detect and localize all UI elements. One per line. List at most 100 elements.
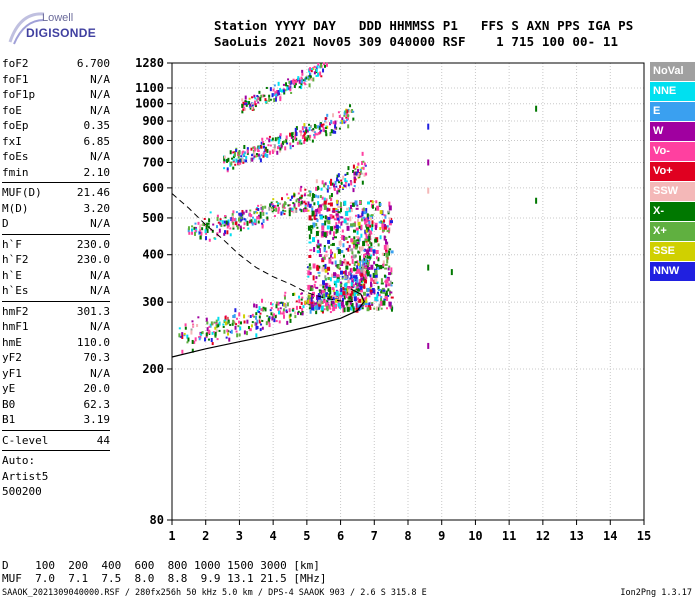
echo-point [261,308,264,312]
echo-point [274,92,277,95]
echo-point [319,71,322,76]
echo-point [242,150,245,153]
autoscaling-line3: 500200 [2,485,42,498]
echo-point [281,89,284,93]
echo-point [383,298,387,301]
param-label: foF1p [2,88,36,101]
legend-item: SSE [650,242,695,261]
echo-point [318,207,322,210]
echo-point [277,209,280,214]
echo-point [316,266,320,271]
echo-point [294,83,297,86]
echo-point [342,261,345,264]
echo-point [251,157,254,162]
echo-point [365,223,368,228]
echo-point [332,236,335,240]
echo-point [264,307,267,312]
echo-point [369,200,373,203]
echo-point [342,186,345,189]
echo-point [230,161,233,166]
echo-point [253,151,256,156]
echo-point [215,329,218,333]
echo-point [365,172,368,176]
echo-point [300,185,303,188]
echo-point [328,187,331,190]
echo-point [215,321,218,324]
echo-point [253,146,256,150]
echo-point [347,108,350,112]
echo-point [377,285,380,290]
echo-point [239,225,242,229]
param-label: hmE [2,335,22,349]
echo-point [322,300,326,304]
echo-point [314,132,317,136]
echo-point [261,319,264,322]
echo-point [291,79,294,84]
echo-point [355,243,359,248]
echo-point [354,214,357,217]
echo-point [357,250,361,254]
echo-point [371,220,374,225]
echo-point [237,154,240,159]
echo-point [262,154,265,158]
echo-point [326,272,329,275]
echo-point [287,204,290,207]
echo-point [332,121,335,125]
echo-point [364,274,367,279]
echo-point [354,200,358,206]
echo-point [270,139,273,142]
echo-point [359,279,362,284]
echo-point [261,137,264,141]
echo-point [336,275,340,280]
echo-point [255,322,258,326]
echo-point [307,209,310,212]
param-row: h`Es N/A [2,283,110,299]
echo-point [285,309,288,313]
echo-point [238,320,241,324]
echo-point [194,229,197,232]
echo-point [305,136,308,139]
echo-point [329,290,332,295]
echo-point [356,279,359,284]
echo-point [206,321,209,325]
echo-point [312,67,315,70]
echo-point [385,290,388,296]
echo-point [326,125,329,129]
echo-point [304,192,307,196]
echo-point [308,254,312,258]
echo-point [371,287,375,293]
echo-point [363,266,366,269]
echo-point [214,326,217,330]
echo-point [283,91,286,95]
echo-point [243,314,246,319]
echo-point [193,340,196,344]
echo-point [266,314,269,317]
param-row: foF1 N/A [2,72,110,88]
echo-point [310,228,313,234]
echo-point [279,133,282,137]
param-label: hmF2 [2,304,29,318]
echo-point [316,125,319,129]
echo-point [349,216,352,222]
param-row: h`F 230.0 [2,237,110,253]
echo-point [359,285,363,290]
echo-point [287,197,290,200]
echo-point [277,206,280,210]
echo-point [316,298,320,302]
echo-point [364,220,367,225]
echo-point [224,321,227,326]
echo-point [312,222,316,228]
echo-point [376,205,380,211]
dashed-reference-curve [171,193,358,303]
echo-point [323,183,326,188]
echo-point [240,212,243,217]
echo-point [326,189,329,193]
echo-point [251,102,254,106]
echo-point [375,224,378,230]
echo-point [295,199,298,203]
echo-point [328,304,331,309]
echo-point [335,185,338,188]
echo-point [321,203,324,206]
echo-point [273,149,276,153]
echo-point [343,120,346,124]
